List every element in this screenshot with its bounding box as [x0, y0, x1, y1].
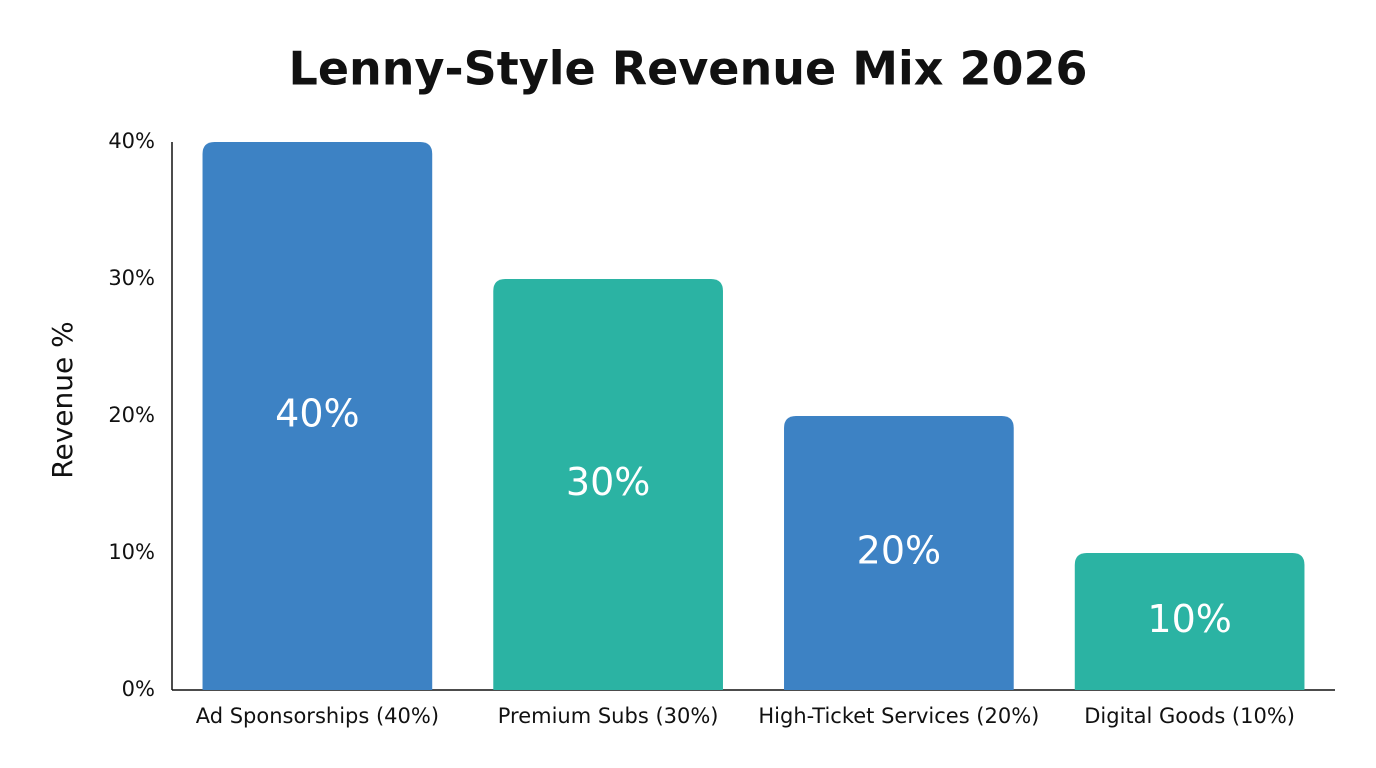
y-tick-label: 20%: [108, 403, 155, 427]
bar: [1074, 553, 1305, 690]
bar: [202, 142, 433, 690]
y-tick-label: 0%: [122, 677, 155, 701]
value-label: 10%: [1147, 597, 1231, 641]
y-tick-label: 30%: [108, 266, 155, 290]
y-axis-label: Revenue %: [46, 321, 79, 478]
chart-title: Lenny-Style Revenue Mix 2026: [289, 42, 1088, 96]
x-tick-label: Premium Subs (30%): [498, 704, 719, 728]
value-label: 30%: [566, 460, 650, 504]
value-label: 20%: [857, 529, 941, 573]
bar: [784, 416, 1014, 690]
bar: [493, 279, 723, 690]
x-tick-label: Ad Sponsorships (40%): [196, 704, 439, 728]
y-tick-label: 40%: [108, 129, 155, 153]
x-tick-label: Digital Goods (10%): [1084, 704, 1295, 728]
value-label: 40%: [275, 392, 359, 436]
x-tick-label: High-Ticket Services (20%): [758, 704, 1039, 728]
y-tick-label: 10%: [108, 540, 155, 564]
